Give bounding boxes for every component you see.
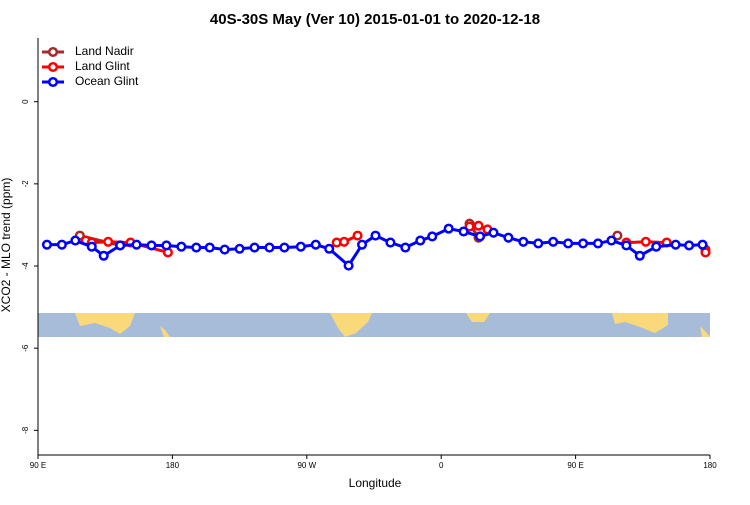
x-tick-label: 0 [439,461,444,470]
legend-marker [47,61,59,73]
x-tick-label: 90 E [567,461,583,470]
data-point [700,247,711,258]
data-point [352,230,363,241]
data-point [103,236,114,247]
data-point [548,236,559,247]
x-tick-label: 90 E [30,461,46,470]
data-point [279,242,290,253]
data-point [176,241,187,252]
data-point [592,238,604,249]
data-point [295,241,306,252]
data-point [98,250,109,261]
data-point [234,243,245,254]
data-point [670,239,681,250]
data-point [474,231,486,242]
data-point [249,242,260,253]
data-point [612,230,623,241]
data-point [56,239,67,250]
data-point [70,235,81,246]
data-point [41,239,53,250]
data-point [324,243,335,254]
legend-marker [47,46,59,58]
x-tick-label: 180 [703,461,717,470]
data-point [115,240,126,251]
legend-label: Land Nadir [75,44,134,58]
data-point [131,239,142,250]
data-point [427,231,438,242]
data-point [621,240,632,251]
data-point [146,240,157,251]
data-point [488,227,499,238]
data-point [343,260,354,271]
data-point [464,221,475,232]
data-point [533,238,544,249]
y-tick-label: -8 [21,426,30,434]
y-axis-label: XCO2 - MLO trend (ppm) [0,178,13,313]
y-tick-label: -6 [21,344,30,352]
data-point [370,230,381,241]
data-point [400,242,411,253]
data-point [339,236,350,247]
y-tick-label: -4 [21,262,30,270]
data-point [415,235,426,246]
chart-title: 40S-30S May (Ver 10) 2015-01-01 to 2020-… [210,11,540,28]
data-point [563,238,574,249]
x-tick-label: 90 W [297,461,316,470]
data-point [651,241,662,252]
data-point [578,238,589,249]
data-point [697,239,708,250]
x-tick-label: 180 [166,461,180,470]
data-point [443,223,454,234]
y-tick-label: -2 [21,180,30,188]
data-point [503,232,514,243]
data-point [634,250,645,261]
legend-label: Land Glint [75,59,130,73]
data-point [458,226,469,237]
data-point [684,240,695,251]
data-point [191,242,202,253]
legend-marker [47,76,59,88]
data-point [204,242,215,253]
map-strip [38,313,710,337]
x-axis-label: Longitude [349,476,402,490]
data-point [264,242,275,253]
data-point [385,237,396,248]
data-point [606,235,617,246]
data-point [357,239,368,250]
data-point [473,220,484,231]
data-point [310,239,321,250]
data-point [640,236,651,247]
data-point [518,236,529,247]
y-tick-label: 0 [21,99,30,104]
data-point [219,244,230,255]
data-point [86,241,97,252]
legend-label: Ocean Glint [75,74,139,88]
data-point [161,240,172,251]
